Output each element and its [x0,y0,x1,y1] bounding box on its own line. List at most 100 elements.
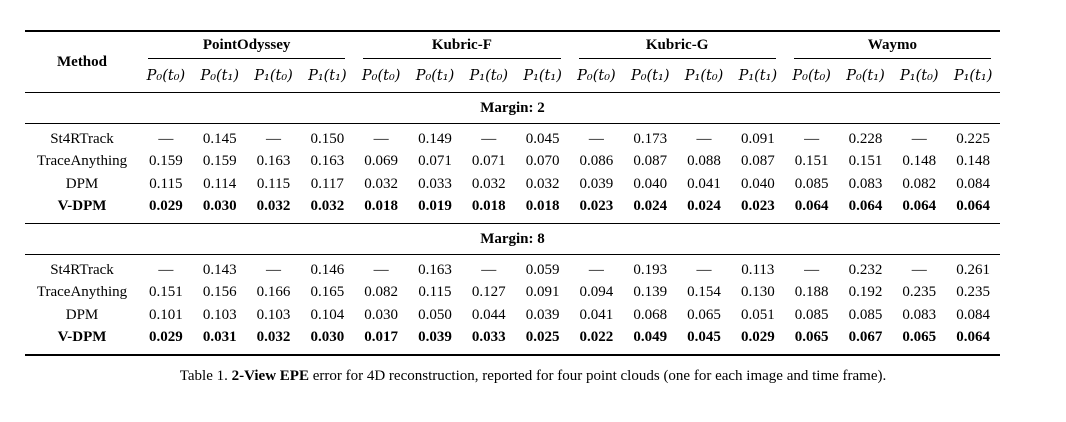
dataset-group-header-kubric-g: Kubric-G [570,31,785,59]
header-subcolumn-row: P₀(t₀) P₀(t₁) P₁(t₀) P₁(t₁) P₀(t₀) P₀(t₁) P₁(t… [25,59,1000,93]
value-cell: — [373,130,389,147]
subcolumn-header: P₀(t₁) [200,67,239,84]
subcolumn-header: P₁(t₁) [523,67,562,84]
value-cell: 0.188 [794,284,829,301]
value-cell: 0.261 [956,261,990,278]
value-cell: 0.059 [525,261,560,278]
value-cell: 0.228 [848,130,883,147]
value-cell: 0.165 [310,284,345,301]
value-cell: 0.084 [956,175,990,192]
value-cell: 0.032 [256,329,291,346]
value-cell: — [266,261,282,278]
value-cell: 0.045 [687,329,721,346]
value-cell: 0.159 [202,153,237,170]
table-caption: Table 1. 2-View EPE error for 4D reconst… [0,368,1066,385]
value-cell: 0.115 [149,175,183,192]
value-cell: 0.225 [956,130,990,147]
table-container: Method PointOdyssey Kubric-F Kubric-G Waymo P… [25,30,1000,356]
value-cell: 0.154 [687,284,721,301]
value-cell: 0.029 [740,329,775,346]
value-cell: 0.031 [202,329,237,346]
table-row-v-dpm: V-DPM 0.029 0.031 0.032 0.030 0.017 0.039 0.033… [25,327,1000,356]
value-cell: — [373,261,389,278]
value-cell: 0.082 [364,284,399,301]
value-cell: 0.127 [471,284,506,301]
value-cell: 0.156 [202,284,237,301]
method-name: V-DPM [57,198,107,215]
value-cell: 0.163 [310,153,345,170]
subcolumn-header: P₀(t₁) [630,67,670,84]
dataset-group-header-pointodyssey: PointOdyssey [139,31,354,59]
value-cell: 0.085 [794,175,829,192]
value-cell: 0.068 [633,306,668,323]
value-cell: — [804,261,820,278]
value-cell: 0.101 [149,306,183,323]
value-cell: 0.029 [149,329,183,346]
value-cell: 0.033 [471,329,506,346]
subcolumn-header: P₁(t₁) [953,67,993,84]
value-cell: 0.039 [418,329,452,346]
method-name: St4RTrack [50,261,114,278]
method-name: TraceAnything [36,153,128,170]
table-row-traceanything: TraceAnything 0.159 0.159 0.163 0.163 0.069 0.… [25,151,1000,174]
value-cell: 0.130 [740,284,775,301]
caption-bold-part: 2-View EPE [231,368,309,384]
value-cell: 0.151 [794,153,829,170]
table-head: Method PointOdyssey Kubric-F Kubric-G Waymo P… [25,31,1000,93]
value-cell: 0.024 [687,198,721,215]
dataset-group-header-kubric-f: Kubric-F [354,31,569,59]
table-row-traceanything: TraceAnything 0.151 0.156 0.166 0.165 0.082 0.… [25,282,1000,305]
value-cell: 0.083 [848,175,883,192]
value-cell: 0.032 [310,198,345,215]
value-cell: 0.086 [579,153,614,170]
value-cell: 0.087 [633,153,668,170]
value-cell: 0.071 [471,153,506,170]
value-cell: 0.029 [149,198,183,215]
value-cell: 0.022 [579,329,614,346]
section-row: Margin: 8 [25,223,1000,255]
value-cell: 0.091 [525,284,560,301]
value-cell: 0.049 [633,329,668,346]
value-cell: 0.065 [794,329,829,346]
value-cell: 0.039 [525,306,560,323]
method-name: V-DPM [57,329,107,346]
subcolumn-header: P₀(t₁) [846,67,885,84]
value-cell: 0.159 [149,153,183,170]
table-body: Margin: 2 St4RTrack — 0.145 — 0.150 — 0.149 — 0.0… [25,92,1000,356]
value-cell: 0.163 [256,153,291,170]
value-cell: 0.030 [202,198,237,215]
value-cell: 0.148 [902,153,937,170]
value-cell: 0.085 [794,306,829,323]
subcolumn-header: P₀(t₀) [361,67,401,84]
value-cell: 0.146 [310,261,345,278]
value-cell: 0.040 [740,175,775,192]
value-cell: 0.091 [740,130,775,147]
value-cell: 0.104 [310,306,345,323]
value-cell: 0.145 [202,130,237,147]
value-cell: — [481,130,497,147]
value-cell: 0.103 [202,306,237,323]
value-cell: 0.023 [740,198,775,215]
caption-prefix: Table 1. [179,368,232,384]
value-cell: 0.064 [902,198,937,215]
value-cell: 0.232 [848,261,883,278]
value-cell: 0.044 [471,306,506,323]
value-cell: 0.018 [471,198,506,215]
value-cell: — [911,130,927,147]
subcolumn-header: P₀(t₀) [577,67,616,84]
subcolumn-header: P₁(t₁) [738,67,778,84]
value-cell: 0.139 [633,284,668,301]
value-cell: — [481,261,497,278]
value-cell: 0.064 [794,198,829,215]
value-cell: 0.064 [956,198,990,215]
value-cell: 0.094 [579,284,614,301]
method-column-header: Method [57,53,107,70]
value-cell: — [158,261,174,278]
value-cell: 0.085 [848,306,883,323]
value-cell: 0.032 [525,175,560,192]
value-cell: 0.103 [256,306,291,323]
dataset-group-header-waymo: Waymo [785,31,1000,59]
value-cell: 0.087 [740,153,775,170]
value-cell: 0.117 [310,175,344,192]
value-cell: 0.065 [687,306,721,323]
